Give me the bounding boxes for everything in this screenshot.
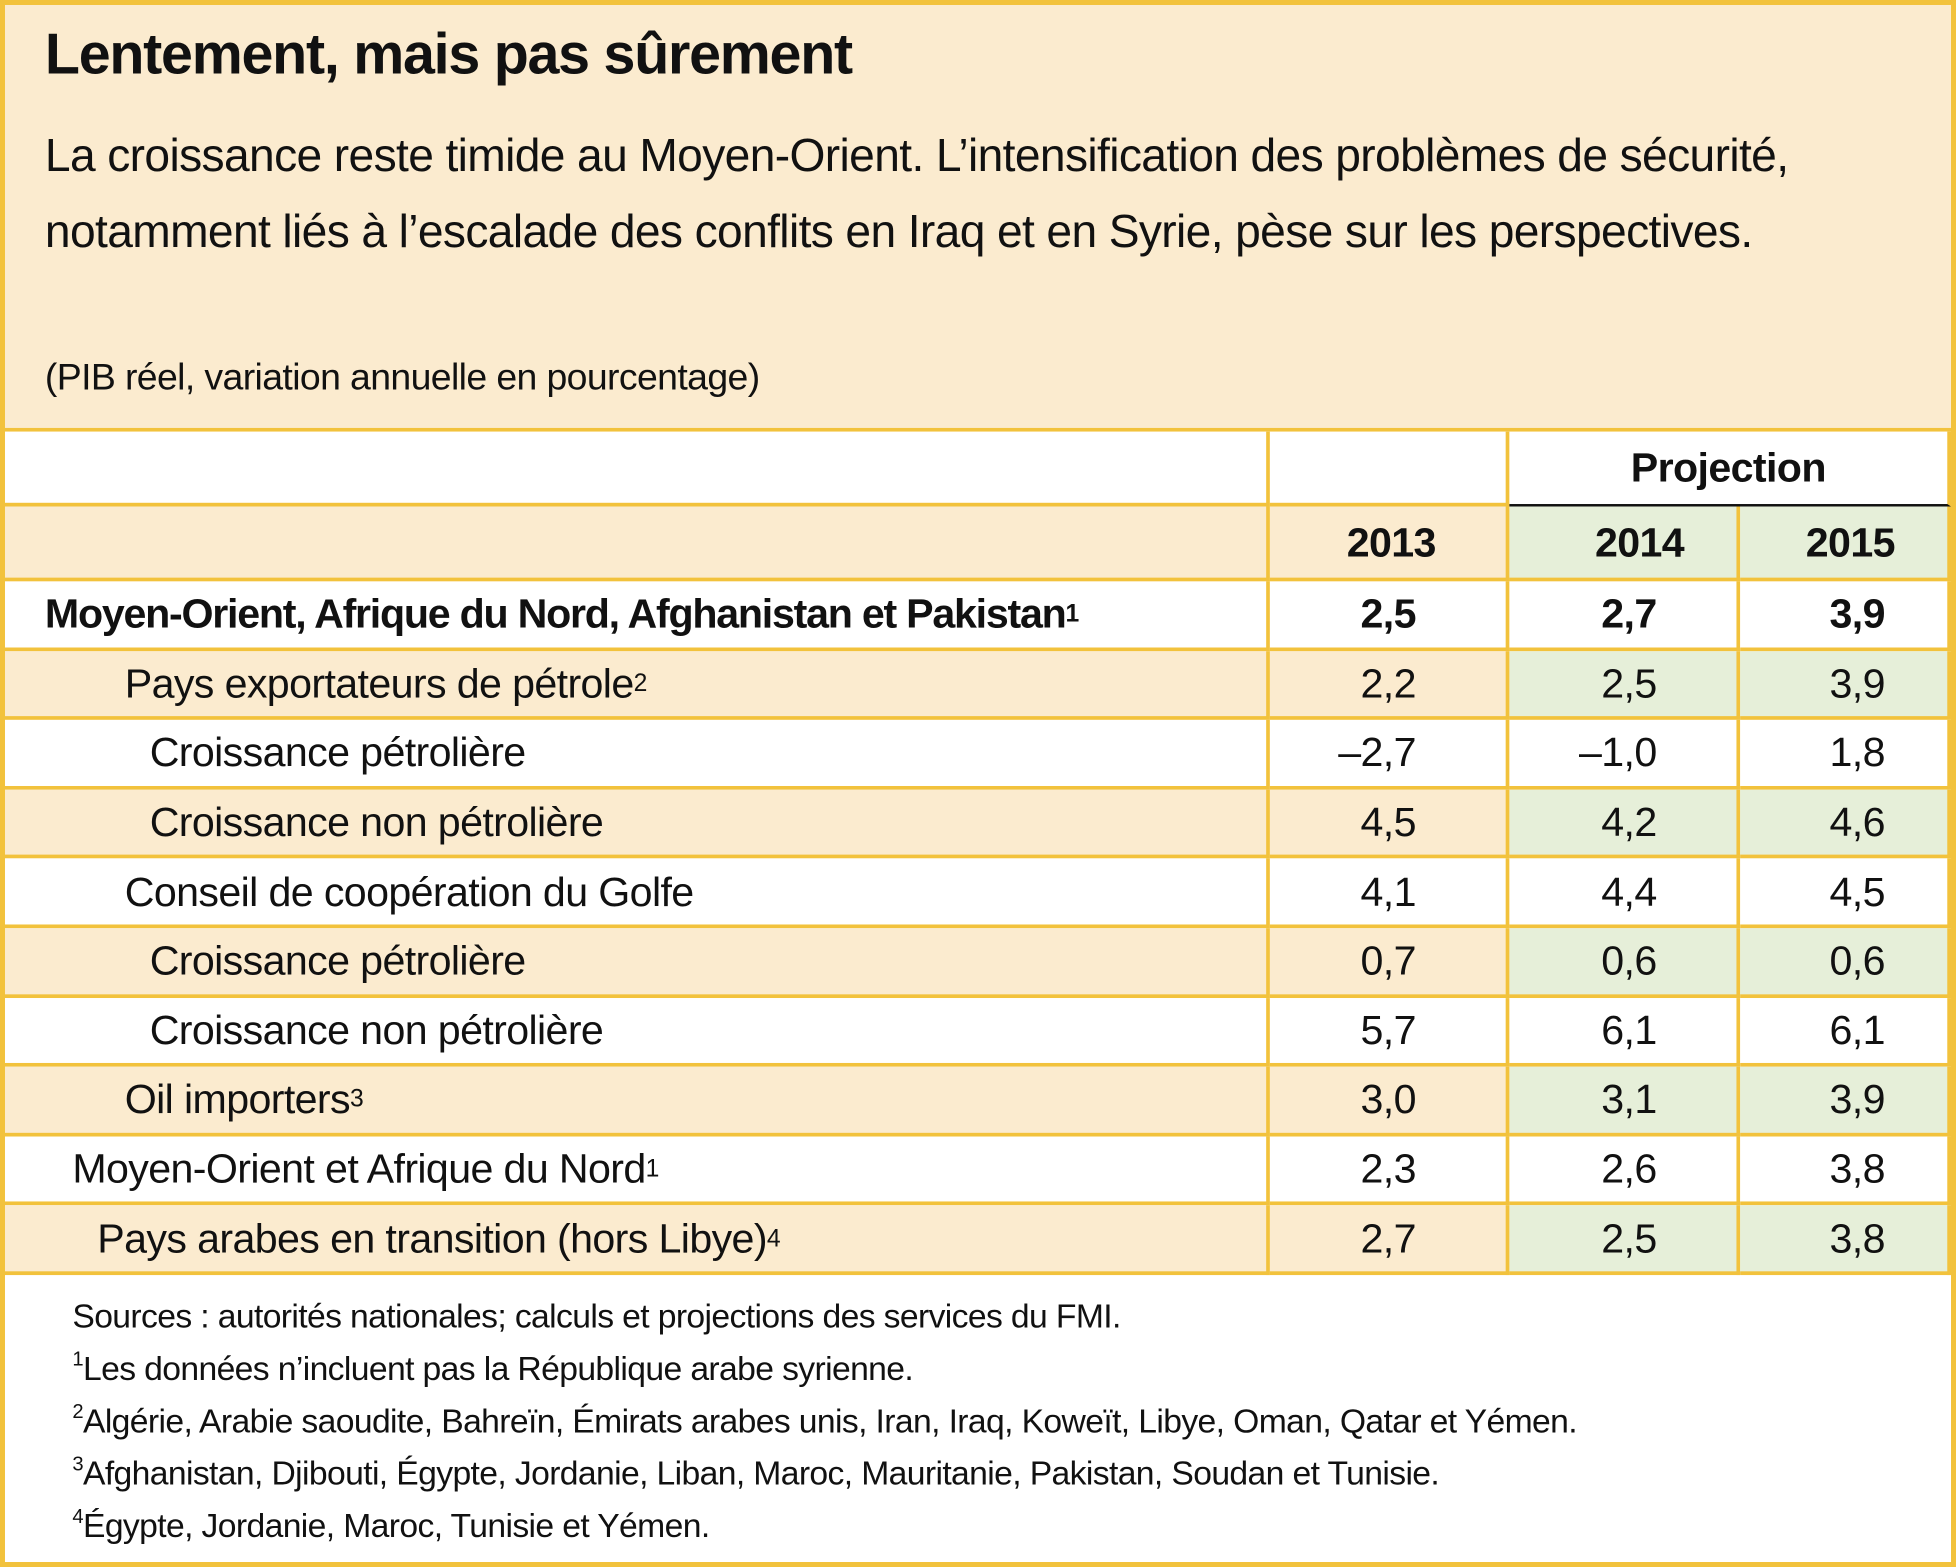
value-cell: 2,3 (1269, 1136, 1510, 1206)
value-cell: 2,5 (1509, 650, 1741, 721)
group-header: Projection (1509, 431, 1952, 507)
row-label-text: Croissance non pétrolière (149, 798, 604, 845)
source-note: Sources : autorités nationales; calculs … (72, 1297, 1121, 1335)
value-cell: 4,6 (1740, 789, 1952, 859)
footnote-text: Égypte, Jordanie, Maroc, Tunisie et Yéme… (82, 1507, 710, 1545)
value-cell: 1,8 (1740, 720, 1952, 790)
value-cell: 6,1 (1509, 997, 1741, 1067)
unit-note: (PIB réel, variation annuelle en pourcen… (44, 356, 760, 398)
value-cell: 4,5 (1269, 789, 1510, 859)
table: Projection 2013 2014 2015 Moyen-Orient, Afri… (0, 427, 1956, 1276)
header-cell (1269, 431, 1510, 507)
value-cell: 3,8 (1740, 1205, 1952, 1276)
row-label: Pays exportateurs de pétrole 2 (0, 650, 1270, 721)
value-cell: 3,9 (1740, 650, 1952, 721)
value-cell: 0,6 (1740, 928, 1952, 998)
value-cell: 3,8 (1740, 1136, 1952, 1206)
value-cell: –2,7 (1269, 720, 1510, 790)
footnote-mark: 1 (72, 1348, 83, 1371)
footnote: 2Algérie, Arabie saoudite, Bahreïn, Émir… (72, 1395, 1577, 1447)
row-label: Moyen-Orient, Afrique du Nord, Afghanist… (0, 581, 1270, 651)
footnote-text: Afghanistan, Djibouti, Égypte, Jordanie,… (82, 1454, 1440, 1493)
value-cell: 2,7 (1509, 581, 1741, 651)
value-cell: –1,0 (1509, 720, 1741, 790)
footer: Sources : autorités nationales; calculs … (72, 1290, 1577, 1552)
value-cell: 3,9 (1740, 581, 1952, 651)
row-label: Croissance non pétrolière (0, 789, 1270, 859)
header-panel (0, 0, 1956, 428)
row-label-text: Croissance non pétrolière (149, 1006, 604, 1053)
value-cell: 5,7 (1269, 997, 1510, 1067)
footnote: 3Afghanistan, Djibouti, Égypte, Jordanie… (72, 1447, 1577, 1499)
row-label-text: Oil importers (124, 1076, 351, 1123)
value-cell: 4,4 (1509, 858, 1741, 929)
row-label: Conseil de coopération du Golfe (0, 858, 1270, 929)
row-label-text: Pays exportateurs de pétrole (124, 659, 634, 707)
row-label: Moyen-Orient et Afrique du Nord 1 (0, 1136, 1270, 1206)
row-label-text: Pays arabes en transition (hors Libye) (97, 1214, 767, 1261)
row-label-text: Croissance pétrolière (149, 729, 526, 776)
value-cell: 0,6 (1509, 928, 1741, 998)
column-header: 2015 (1740, 506, 1952, 582)
row-label: Croissance non pétrolière (0, 997, 1270, 1067)
value-cell: 2,6 (1509, 1136, 1741, 1206)
column-header: 2013 (1269, 506, 1510, 582)
value-cell: 2,5 (1269, 581, 1510, 651)
row-label: Croissance pétrolière (0, 720, 1270, 790)
footnote-mark: 2 (72, 1400, 83, 1424)
row-label: Croissance pétrolière (0, 928, 1270, 998)
value-cell: 3,9 (1740, 1066, 1952, 1137)
value-cell: 3,1 (1509, 1066, 1741, 1137)
value-cell: 2,7 (1269, 1205, 1510, 1276)
footnote-text: Les données n’incluent pas la République… (82, 1349, 914, 1388)
column-header: 2014 (1509, 506, 1741, 582)
header-cell (0, 506, 1270, 582)
title: Lentement, mais pas sûrement (44, 21, 853, 87)
row-label-text: Conseil de coopération du Golfe (124, 867, 694, 915)
value-cell: 6,1 (1740, 997, 1952, 1067)
value-cell: 4,1 (1269, 858, 1510, 929)
value-cell: 2,2 (1269, 650, 1510, 721)
row-label-text: Moyen-Orient et Afrique du Nord (72, 1145, 646, 1192)
value-cell: 0,7 (1269, 928, 1510, 998)
row-label: Pays arabes en transition (hors Libye) 4 (0, 1205, 1270, 1276)
footnote: 4Égypte, Jordanie, Maroc, Tunisie et Yém… (72, 1500, 1577, 1552)
value-cell: 3,0 (1269, 1066, 1510, 1137)
footnote-mark: 3 (72, 1453, 83, 1476)
header-cell (0, 431, 1270, 507)
row-label-text: Croissance pétrolière (149, 937, 526, 984)
subtitle: La croissance reste timide au Moyen-Orie… (44, 129, 1789, 258)
value-cell: 4,2 (1509, 789, 1741, 859)
value-cell: 2,5 (1509, 1205, 1741, 1276)
value-cell: 4,5 (1740, 858, 1952, 929)
row-label: Oil importers 3 (0, 1066, 1270, 1137)
row-label-text: Moyen-Orient, Afrique du Nord, Afghanist… (44, 590, 1067, 637)
footnote-text: Algérie, Arabie saoudite, Bahreïn, Émira… (82, 1402, 1578, 1440)
footnote-mark: 4 (72, 1505, 83, 1528)
footnote: 1Les données n’incluent pas la Républiqu… (72, 1342, 1577, 1394)
